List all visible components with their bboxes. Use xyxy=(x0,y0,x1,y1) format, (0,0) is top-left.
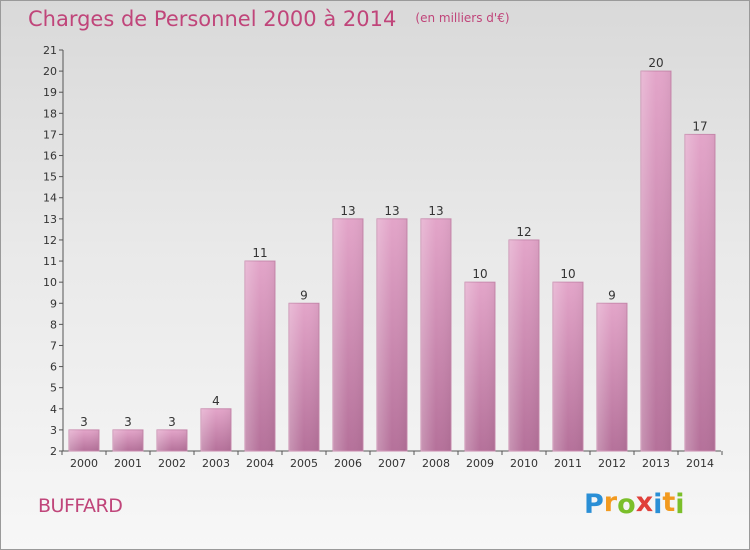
y-tick-label: 14 xyxy=(43,192,57,205)
x-tick-label: 2013 xyxy=(642,457,670,470)
data-label: 9 xyxy=(608,288,616,302)
data-label: 13 xyxy=(428,204,443,218)
bar-highlight xyxy=(201,408,231,451)
bar-highlight xyxy=(641,71,671,452)
bar-highlight xyxy=(377,218,407,451)
x-tick-label: 2011 xyxy=(554,457,582,470)
data-label: 3 xyxy=(168,415,176,429)
data-label: 13 xyxy=(340,204,355,218)
y-tick-label: 19 xyxy=(43,86,57,99)
x-tick-label: 2000 xyxy=(70,457,98,470)
y-tick-label: 2 xyxy=(50,445,57,458)
proxiti-logo: Proxiti xyxy=(584,487,685,520)
data-label: 13 xyxy=(384,204,399,218)
logo-letter: r xyxy=(603,487,618,518)
y-tick-label: 17 xyxy=(43,128,57,141)
data-label: 12 xyxy=(516,225,531,239)
x-tick-label: 2009 xyxy=(466,457,494,470)
y-tick-label: 12 xyxy=(43,234,57,247)
data-label: 20 xyxy=(648,56,663,70)
x-tick-label: 2001 xyxy=(114,457,142,470)
x-tick-label: 2003 xyxy=(202,457,230,470)
data-label: 17 xyxy=(692,119,707,133)
data-label: 3 xyxy=(124,415,132,429)
bar-highlight xyxy=(509,239,539,451)
x-tick-label: 2002 xyxy=(158,457,186,470)
bar-highlight xyxy=(465,282,495,451)
y-tick-label: 20 xyxy=(43,65,57,78)
data-label: 4 xyxy=(212,394,220,408)
x-tick-label: 2007 xyxy=(378,457,406,470)
data-label: 9 xyxy=(300,288,308,302)
logo-letter: i xyxy=(675,489,685,520)
logo-letter: o xyxy=(617,489,636,520)
y-tick-label: 9 xyxy=(50,297,57,310)
x-tick-label: 2010 xyxy=(510,457,538,470)
logo-letter: t xyxy=(662,487,676,518)
chart-title: Charges de Personnel 2000 à 2014 xyxy=(28,7,397,31)
y-tick-label: 15 xyxy=(43,171,57,184)
title-row: Charges de Personnel 2000 à 2014 (en mil… xyxy=(28,7,510,31)
logo-letter: x xyxy=(635,487,654,518)
y-tick-label: 6 xyxy=(50,361,57,374)
bar-highlight xyxy=(245,261,275,451)
data-label: 11 xyxy=(252,246,267,260)
data-label: 10 xyxy=(560,267,575,281)
y-tick-label: 3 xyxy=(50,424,57,437)
y-tick-label: 10 xyxy=(43,276,57,289)
y-tick-label: 5 xyxy=(50,382,57,395)
y-tick-label: 16 xyxy=(43,150,57,163)
bar-highlight xyxy=(113,429,143,451)
x-tick-label: 2014 xyxy=(686,457,714,470)
y-tick-label: 7 xyxy=(50,339,57,352)
bar-highlight xyxy=(333,218,363,451)
x-tick-label: 2004 xyxy=(246,457,274,470)
chart-subtitle: (en milliers d'€) xyxy=(415,11,510,25)
bar-highlight xyxy=(553,282,583,451)
y-tick-label: 4 xyxy=(50,403,57,416)
bar-highlight xyxy=(421,218,451,451)
logo-letter: P xyxy=(584,489,604,520)
commune-name: BUFFARD xyxy=(38,495,123,517)
bar-highlight xyxy=(597,303,627,451)
bar-highlight xyxy=(69,429,99,451)
y-tick-label: 18 xyxy=(43,107,57,120)
x-tick-label: 2012 xyxy=(598,457,626,470)
bar-highlight xyxy=(157,429,187,451)
data-label: 3 xyxy=(80,415,88,429)
x-tick-label: 2005 xyxy=(290,457,318,470)
x-tick-label: 2006 xyxy=(334,457,362,470)
bar-highlight xyxy=(289,303,319,451)
bar-highlight xyxy=(685,134,715,451)
x-tick-label: 2008 xyxy=(422,457,450,470)
y-tick-label: 13 xyxy=(43,213,57,226)
data-label: 10 xyxy=(472,267,487,281)
y-tick-label: 8 xyxy=(50,318,57,331)
y-tick-label: 11 xyxy=(43,255,57,268)
y-tick-label: 21 xyxy=(43,44,57,57)
logo-letter: i xyxy=(653,489,663,520)
